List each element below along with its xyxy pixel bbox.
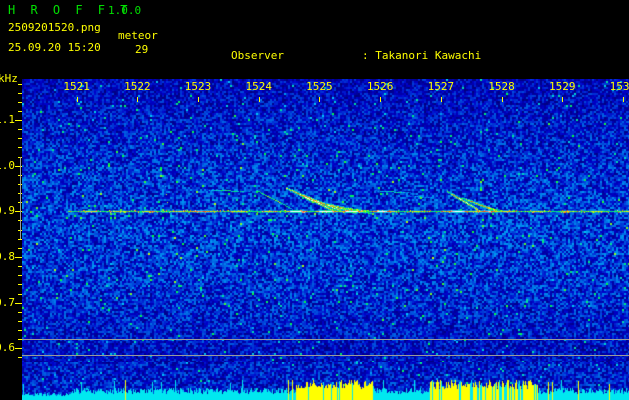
y-axis-unit-label: kHz — [0, 72, 18, 85]
y-axis-minor-tick — [18, 330, 22, 331]
y-axis-tick-label: 1.1 — [0, 113, 15, 127]
metadata-row: Observer: Takanori Kawachi — [178, 33, 614, 78]
x-axis-tick-label: 1527 — [427, 80, 455, 93]
scale-marker — [20, 157, 21, 239]
datetime-label: 25.09.20 15:20 — [8, 41, 101, 54]
x-axis-tick — [623, 97, 624, 102]
amplitude-canvas — [22, 362, 629, 400]
y-axis-major-tick — [15, 257, 22, 258]
x-axis-tick-label: 1521 — [63, 80, 90, 93]
y-axis-major-tick — [15, 348, 22, 349]
y-axis-minor-tick — [18, 111, 22, 112]
y-axis-minor-tick — [18, 284, 22, 285]
x-axis-tick — [198, 97, 199, 102]
metadata-key: Observer — [230, 49, 284, 62]
x-axis-tick-label: 1524 — [245, 80, 272, 93]
header-panel: H R O F F T 1.0.0 2509201520.png 25.09.2… — [0, 0, 629, 287]
y-axis-minor-tick — [18, 275, 22, 276]
amplitude-strip — [22, 362, 629, 400]
app-title: H R O F F T — [8, 3, 132, 17]
y-axis-tick-label: 0.8 — [0, 250, 15, 264]
y-axis-minor-tick — [18, 138, 22, 139]
x-axis-tick — [259, 97, 260, 102]
x-axis-tick — [319, 97, 320, 102]
x-axis-tick-label: 1528 — [488, 80, 515, 93]
y-axis-minor-tick — [18, 248, 22, 249]
x-axis-tick-label: 1523 — [184, 80, 212, 93]
reference-line — [22, 355, 629, 356]
y-axis-tick-label: 0.6 — [0, 341, 15, 355]
x-axis-tick-label: 1529 — [548, 80, 576, 93]
y-axis-minor-tick — [18, 239, 22, 240]
y-axis-minor-tick — [18, 147, 22, 148]
y-axis-major-tick — [15, 303, 22, 304]
x-axis-tick — [562, 97, 563, 102]
x-axis-tick — [137, 97, 138, 102]
y-axis-tick-label: 0.9 — [0, 204, 15, 218]
y-axis-major-tick — [15, 211, 22, 212]
x-axis-tick-label: 1526 — [366, 80, 394, 93]
spectrogram-canvas — [22, 79, 629, 362]
x-axis-tick — [77, 97, 78, 102]
y-axis-minor-tick — [18, 84, 22, 85]
y-axis-minor-tick — [18, 321, 22, 322]
y-axis-tick-label: 0.7 — [0, 295, 15, 309]
event-type-label: meteor — [118, 29, 158, 42]
metadata-value: Takanori Kawachi — [375, 49, 482, 62]
y-axis-minor-tick — [18, 294, 22, 295]
x-axis-tick — [441, 97, 442, 102]
y-axis-minor-tick — [18, 312, 22, 313]
x-axis-tick-label: 1530 — [609, 80, 629, 93]
spectrogram-plot — [22, 79, 629, 362]
y-axis-major-tick — [15, 120, 22, 121]
filename-label: 2509201520.png — [8, 21, 101, 34]
x-axis-tick-label: 1522 — [124, 80, 151, 93]
reference-line — [22, 339, 629, 340]
metadata-sep: : — [361, 49, 369, 62]
x-axis-tick-label: 1525 — [306, 80, 333, 93]
y-axis-major-tick — [15, 166, 22, 167]
y-axis-minor-tick — [18, 266, 22, 267]
x-axis-tick — [380, 97, 381, 102]
y-axis-minor-tick — [18, 129, 22, 130]
event-count-label: 29 — [135, 43, 149, 56]
y-axis-minor-tick — [18, 339, 22, 340]
y-axis-minor-tick — [18, 93, 22, 94]
y-axis-minor-tick — [18, 357, 22, 358]
x-axis-tick — [502, 97, 503, 102]
app-version: 1.0.0 — [108, 4, 142, 17]
y-axis-tick-label: 1.0 — [0, 158, 15, 172]
y-axis-minor-tick — [18, 102, 22, 103]
